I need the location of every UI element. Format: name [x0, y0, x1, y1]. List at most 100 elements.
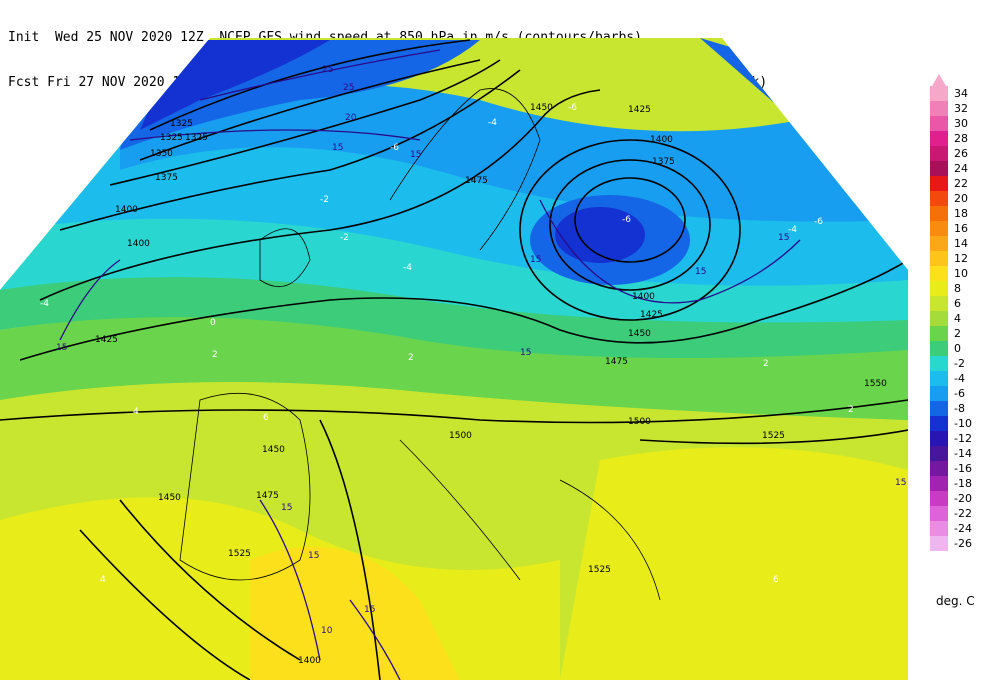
height-label: 1450: [158, 493, 181, 503]
temp-label: -6: [622, 215, 631, 225]
temp-label: -4: [40, 299, 49, 309]
legend-label: -14: [954, 447, 972, 460]
legend-row: -18: [928, 476, 998, 491]
legend-row: 28: [928, 131, 998, 146]
legend-label: -2: [954, 357, 965, 370]
legend-row: -8: [928, 401, 998, 416]
legend-swatch: [930, 401, 948, 416]
legend-swatch: [930, 206, 948, 221]
legend-swatch: [930, 161, 948, 176]
legend-swatch: [930, 536, 948, 551]
legend-label: 32: [954, 102, 968, 115]
legend-swatch: [930, 311, 948, 326]
temperature-labels: -4 -6 -6 -4 -2 0 2 2 4 6 2 -2 -4 -6 4 6 …: [40, 103, 854, 585]
legend-row: -14: [928, 446, 998, 461]
legend-swatch: [930, 101, 948, 116]
height-label: 1525: [588, 565, 611, 575]
coastline-iberia: [179, 392, 311, 581]
height-label: 1375: [652, 157, 675, 167]
legend-swatch: [930, 236, 948, 251]
legend-swatch: [930, 191, 948, 206]
temp-label: -6: [814, 217, 823, 227]
legend-row: -2: [928, 356, 998, 371]
legend-label: 34: [954, 87, 968, 100]
height-label: 1475: [605, 357, 628, 367]
legend-swatch: [930, 131, 948, 146]
legend-row: 0: [928, 341, 998, 356]
legend-row: -26: [928, 536, 998, 551]
legend-label: 8: [954, 282, 961, 295]
height-label: 1475: [465, 176, 488, 186]
legend-swatch: [930, 266, 948, 281]
height-label: 1400: [298, 656, 321, 666]
wind-label: 15: [410, 150, 421, 160]
legend-row: 14: [928, 236, 998, 251]
height-contour: [19, 259, 908, 361]
height-label: 1325: [170, 119, 193, 129]
legend-swatch: [930, 446, 948, 461]
height-contour-low: [519, 139, 741, 321]
height-contour: [149, 39, 471, 131]
legend-label: 16: [954, 222, 968, 235]
height-contour: [59, 69, 521, 231]
wind-label: 10: [321, 626, 333, 636]
height-label: 1450: [628, 329, 651, 339]
coastline-scandinavia: [389, 88, 541, 251]
legend-label: -6: [954, 387, 965, 400]
legend-row: 6: [928, 296, 998, 311]
temp-label: 2: [408, 353, 414, 363]
legend-label: 6: [954, 297, 961, 310]
legend-swatch: [930, 476, 948, 491]
legend-swatch: [930, 221, 948, 236]
height-label: 1350: [150, 149, 173, 159]
legend-label: 22: [954, 177, 968, 190]
temp-label: -4: [403, 263, 412, 273]
legend-row: -4: [928, 371, 998, 386]
legend-swatch: [930, 146, 948, 161]
height-label: 1400: [127, 239, 150, 249]
height-label: 1450: [262, 445, 285, 455]
wind-label: 15: [530, 255, 541, 265]
wind-contours: [59, 49, 801, 680]
temp-band-m6: [120, 84, 908, 222]
height-contour-low: [574, 177, 686, 263]
wind-labels: 25 25 20 15 15 15 15 15 15 15 15 15 15 1…: [56, 65, 906, 636]
wind-contour: [539, 199, 801, 304]
legend-row: 26: [928, 146, 998, 161]
temp-label: -6: [568, 103, 577, 113]
height-label: 1375: [155, 173, 178, 183]
wind-label: 25: [343, 83, 354, 93]
height-contour: [639, 429, 908, 445]
legend-row: 4: [928, 311, 998, 326]
legend-row: -20: [928, 491, 998, 506]
legend-label: 12: [954, 252, 968, 265]
wind-label: 15: [520, 348, 531, 358]
height-label: 1325: [160, 133, 183, 143]
wind-label: 15: [364, 605, 375, 615]
temp-label: 6: [773, 575, 779, 585]
legend-label: -20: [954, 492, 972, 505]
height-label: 1425: [640, 310, 663, 320]
legend-row: 34: [928, 86, 998, 101]
coastline-balkans: [559, 479, 661, 601]
temperature-legend: 34 32 30 28 26 24 22 20 18 16 14 12 10 8 6 4 2 0 -2 -4 -6 -8-…: [928, 74, 998, 626]
legend-row: 8: [928, 281, 998, 296]
temp-label: 4: [133, 407, 139, 417]
wind-label: 15: [308, 551, 319, 561]
height-contour: [39, 89, 601, 301]
legend-row: 18: [928, 206, 998, 221]
height-label: 1550: [864, 379, 887, 389]
temp-label: -6: [390, 143, 399, 153]
legend-swatch: [930, 431, 948, 446]
legend-swatch: [930, 461, 948, 476]
temp-label: 6: [263, 413, 269, 423]
legend-label: -4: [954, 372, 965, 385]
coastlines: [179, 88, 661, 601]
legend-label: -18: [954, 477, 972, 490]
coastline-britain: [259, 228, 311, 288]
legend-label: 14: [954, 237, 968, 250]
height-contour-low: [549, 159, 711, 291]
temp-band-m2: [0, 208, 908, 323]
